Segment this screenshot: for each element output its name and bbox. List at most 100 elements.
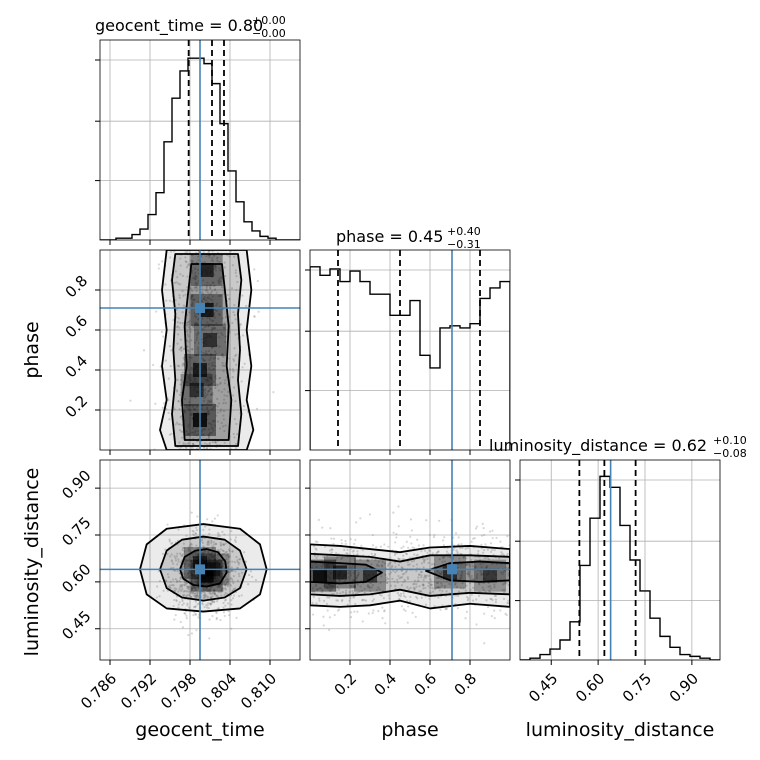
sample-point [186,385,189,388]
sample-point [181,364,184,367]
sample-point [355,521,358,524]
sample-point [173,618,176,621]
sample-point [214,264,217,267]
sample-point [206,518,209,521]
sample-point [230,287,234,290]
sample-point [222,425,225,428]
sample-point [183,411,187,414]
sample-point [235,353,238,356]
sample-point [186,345,189,348]
sample-point [181,362,185,365]
sample-point [209,285,212,288]
sample-point [235,363,238,366]
sample-point [214,265,217,268]
sample-point [194,431,197,434]
sample-point [454,532,458,535]
sample-point [220,421,223,425]
sample-point [177,400,180,403]
sample-point [207,412,210,415]
sample-point [371,544,375,547]
sample-point [311,613,315,616]
sample-point [216,405,219,408]
sample-point [209,286,212,289]
sample-point [350,611,353,614]
sample-point [223,266,226,269]
sample-point [210,378,213,381]
sample-point [480,534,484,537]
sample-point [213,420,216,423]
sample-point [194,378,197,381]
sample-point [211,299,214,302]
sample-point [219,618,222,622]
sample-point [475,623,478,626]
sample-point [178,348,181,351]
sample-point [411,611,414,614]
sample-point [194,278,197,281]
sample-point [233,436,236,439]
sample-point [185,405,188,408]
sample-point [234,333,237,336]
sample-point [220,390,223,393]
sample-point [174,299,177,302]
sample-point [214,304,218,307]
sample-point [209,298,212,301]
sample-point [195,322,198,325]
sample-point [197,350,200,354]
sample-point [210,431,213,434]
sample-point [392,531,395,534]
sample-point [205,407,209,410]
sample-point [212,407,215,410]
sample-point [212,327,215,330]
sample-point [191,324,194,327]
sample-point [218,382,222,385]
sample-point [208,637,211,640]
sample-point [184,442,187,446]
sample-point [206,376,209,379]
sample-point [234,269,237,272]
sample-point [216,302,219,305]
sample-point [212,367,215,370]
sample-point [211,368,214,371]
sample-point [216,383,219,386]
sample-point [191,381,195,384]
sample-point [161,406,164,409]
sample-point [175,308,178,311]
sample-point [168,345,171,348]
sample-point [499,540,502,543]
sample-point [227,390,230,394]
sample-point [181,430,184,433]
sample-point [193,361,196,364]
sample-point [189,330,192,333]
sample-point [396,663,398,665]
sample-point [195,629,198,632]
sample-point [183,612,186,615]
sample-point [191,442,194,445]
sample-point [233,347,236,350]
sample-point [164,359,167,362]
sample-point [204,352,207,355]
sample-point [222,370,225,373]
sample-point [193,408,197,411]
sample-point [213,264,217,267]
sample-point [212,319,215,322]
sample-point [164,283,167,286]
sample-point [201,429,204,432]
sample-point [379,545,382,548]
sample-point [208,618,211,621]
sample-point [207,324,210,328]
sample-point [206,380,210,383]
sample-point [218,312,221,316]
sample-point [183,410,187,413]
sample-point [187,320,191,324]
sample-point [235,288,238,292]
sample-point [181,371,184,374]
sample-point [191,289,194,292]
sample-point [176,364,179,367]
sample-point [169,256,172,259]
tick-label-y: 0.75 [58,513,94,549]
sample-point [213,273,216,276]
sample-point [245,304,248,308]
tick-label-y: 0.2 [62,392,92,422]
